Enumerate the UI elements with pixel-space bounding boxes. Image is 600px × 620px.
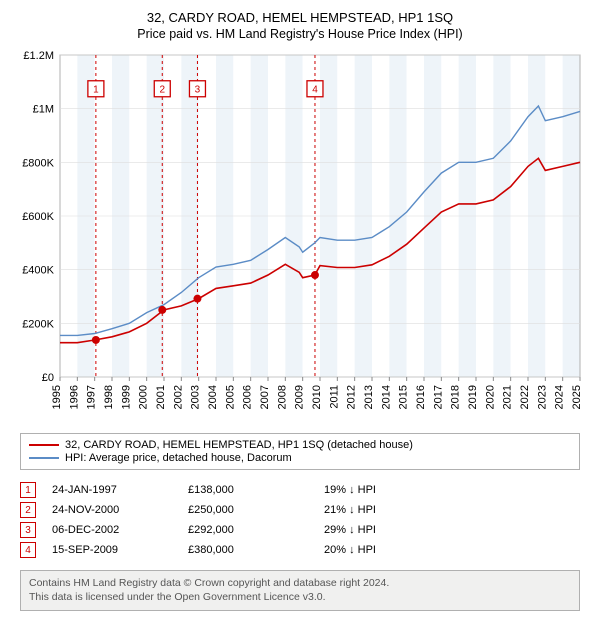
svg-text:2013: 2013 [363, 385, 375, 409]
svg-text:2012: 2012 [346, 385, 358, 409]
svg-text:£600K: £600K [22, 211, 54, 223]
transaction-delta: 20% ↓ HPI [324, 544, 444, 556]
attribution-footer: Contains HM Land Registry data © Crown c… [20, 570, 580, 611]
transaction-marker: 3 [20, 522, 36, 538]
svg-text:1998: 1998 [103, 385, 115, 409]
svg-text:2: 2 [159, 84, 165, 95]
svg-text:2015: 2015 [398, 385, 410, 409]
svg-text:2009: 2009 [294, 385, 306, 409]
transaction-delta: 19% ↓ HPI [324, 484, 444, 496]
svg-text:2024: 2024 [554, 385, 566, 409]
svg-text:2023: 2023 [536, 385, 548, 409]
chart-svg: £0 £200K £400K £600K £800K £1M £1.2M 1995 1996 19… [12, 47, 588, 427]
svg-text:2005: 2005 [224, 385, 236, 409]
legend-swatch [29, 457, 59, 459]
chart-subtitle: Price paid vs. HM Land Registry's House … [12, 27, 588, 41]
svg-text:2001: 2001 [155, 385, 167, 409]
svg-text:2011: 2011 [328, 385, 340, 409]
chart-title: 32, CARDY ROAD, HEMEL HEMPSTEAD, HP1 1SQ [12, 10, 588, 25]
transaction-row: 4 15-SEP-2009 £380,000 20% ↓ HPI [20, 540, 580, 560]
transaction-date: 06-DEC-2002 [52, 524, 172, 536]
svg-text:1: 1 [93, 84, 99, 95]
transaction-delta: 29% ↓ HPI [324, 524, 444, 536]
svg-text:£1M: £1M [33, 104, 54, 116]
svg-text:3: 3 [195, 84, 201, 95]
svg-text:2021: 2021 [502, 385, 514, 409]
legend-item: HPI: Average price, detached house, Daco… [29, 452, 571, 464]
transaction-price: £292,000 [188, 524, 308, 536]
svg-text:2018: 2018 [450, 385, 462, 409]
transaction-marker: 2 [20, 502, 36, 518]
footer-line: This data is licensed under the Open Gov… [29, 591, 571, 605]
svg-text:£200K: £200K [22, 318, 54, 330]
svg-text:1999: 1999 [120, 385, 132, 409]
transaction-row: 1 24-JAN-1997 £138,000 19% ↓ HPI [20, 480, 580, 500]
transaction-marker: 1 [20, 482, 36, 498]
transaction-price: £138,000 [188, 484, 308, 496]
transaction-price: £250,000 [188, 504, 308, 516]
svg-text:2016: 2016 [415, 385, 427, 409]
legend-label: 32, CARDY ROAD, HEMEL HEMPSTEAD, HP1 1SQ… [65, 439, 413, 451]
legend: 32, CARDY ROAD, HEMEL HEMPSTEAD, HP1 1SQ… [20, 433, 580, 470]
svg-text:2019: 2019 [467, 385, 479, 409]
chart: £0 £200K £400K £600K £800K £1M £1.2M 1995 1996 19… [12, 47, 588, 427]
transaction-delta: 21% ↓ HPI [324, 504, 444, 516]
transaction-row: 3 06-DEC-2002 £292,000 29% ↓ HPI [20, 520, 580, 540]
svg-text:1996: 1996 [68, 385, 80, 409]
svg-text:1995: 1995 [51, 385, 63, 409]
svg-text:4: 4 [312, 84, 318, 95]
transaction-date: 15-SEP-2009 [52, 544, 172, 556]
transaction-row: 2 24-NOV-2000 £250,000 21% ↓ HPI [20, 500, 580, 520]
svg-text:2002: 2002 [172, 385, 184, 409]
svg-text:2006: 2006 [242, 385, 254, 409]
svg-text:£0: £0 [42, 372, 54, 384]
svg-text:2003: 2003 [190, 385, 202, 409]
legend-item: 32, CARDY ROAD, HEMEL HEMPSTEAD, HP1 1SQ… [29, 439, 571, 451]
svg-text:£1.2M: £1.2M [23, 50, 54, 62]
svg-text:2010: 2010 [311, 385, 323, 409]
svg-text:2017: 2017 [432, 385, 444, 409]
legend-swatch [29, 444, 59, 446]
svg-text:2020: 2020 [484, 385, 496, 409]
svg-text:2004: 2004 [207, 385, 219, 409]
svg-text:2000: 2000 [138, 385, 150, 409]
svg-text:2014: 2014 [380, 385, 392, 409]
svg-text:2008: 2008 [276, 385, 288, 409]
footer-line: Contains HM Land Registry data © Crown c… [29, 577, 571, 591]
transaction-date: 24-JAN-1997 [52, 484, 172, 496]
transaction-marker: 4 [20, 542, 36, 558]
svg-text:2007: 2007 [259, 385, 271, 409]
svg-text:2025: 2025 [571, 385, 583, 409]
legend-label: HPI: Average price, detached house, Daco… [65, 452, 292, 464]
transaction-date: 24-NOV-2000 [52, 504, 172, 516]
svg-text:1997: 1997 [86, 385, 98, 409]
svg-text:2022: 2022 [519, 385, 531, 409]
svg-text:£400K: £400K [22, 265, 54, 277]
svg-text:£800K: £800K [22, 157, 54, 169]
transaction-price: £380,000 [188, 544, 308, 556]
transactions-table: 1 24-JAN-1997 £138,000 19% ↓ HPI 2 24-NOV-200… [20, 480, 580, 560]
